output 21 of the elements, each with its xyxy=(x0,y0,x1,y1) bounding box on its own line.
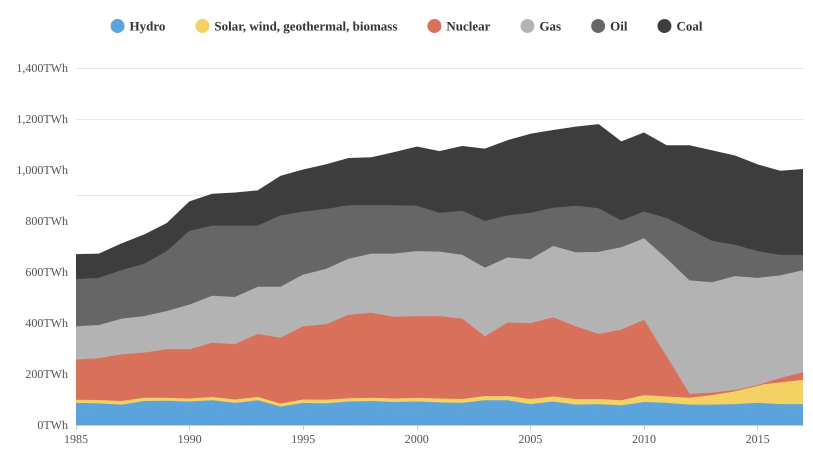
y-tick-label: 1,200TWh xyxy=(16,112,68,126)
legend-label: Oil xyxy=(610,18,628,34)
x-tick-label: 2010 xyxy=(632,432,656,446)
y-tick-label: 600TWh xyxy=(25,265,68,279)
x-tick-label: 2005 xyxy=(518,432,542,446)
legend-label: Solar, wind, geothermal, biomass xyxy=(214,18,398,34)
x-tick-label: 2000 xyxy=(404,432,429,446)
x-tick-label: 2015 xyxy=(746,432,770,446)
y-tick-label: 200TWh xyxy=(25,367,68,381)
legend-label: Coal xyxy=(676,18,703,34)
y-tick-label: 400TWh xyxy=(25,316,68,330)
x-tick-label: 1995 xyxy=(291,432,316,446)
y-tick-label: 1,400TWh xyxy=(16,61,68,75)
legend-label: Gas xyxy=(539,18,562,34)
x-tick-label: 1985 xyxy=(64,432,88,446)
y-tick-label: 1,000TWh xyxy=(16,163,68,177)
y-tick-label: 800TWh xyxy=(25,214,68,228)
y-tick-label: 0TWh xyxy=(37,418,68,432)
legend-label: Hydro xyxy=(130,18,166,34)
legend-label: Nuclear xyxy=(446,18,491,34)
x-tick-label: 1990 xyxy=(178,432,202,446)
